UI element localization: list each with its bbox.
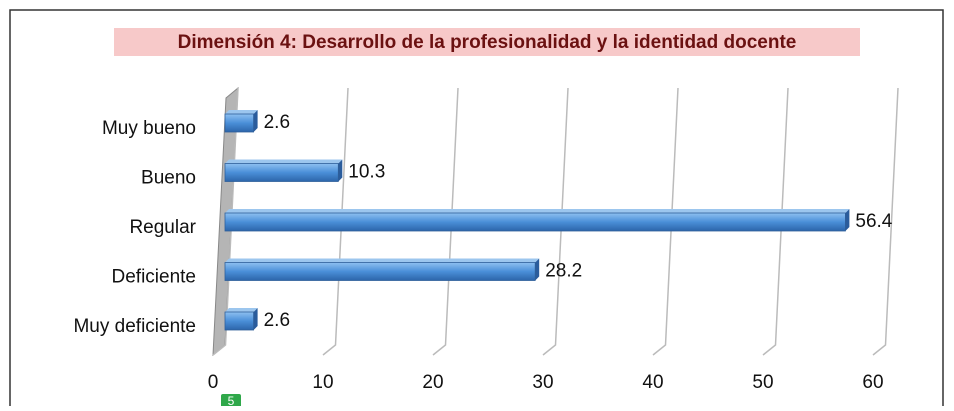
bar: [224, 262, 536, 281]
y-tick-label: Muy deficiente: [73, 316, 196, 337]
bar: [224, 113, 255, 133]
bar-end: [253, 110, 258, 132]
bar-top: [225, 159, 343, 164]
bar-top: [225, 308, 258, 312]
y-tick-label: Muy bueno: [102, 118, 196, 139]
value-label: 2.6: [264, 310, 290, 331]
x-tick-label: 50: [752, 372, 773, 393]
x-tick-label: 60: [862, 372, 883, 393]
badge-text: 5: [228, 394, 235, 406]
y-tick-label: Regular: [129, 217, 196, 238]
bar: [224, 311, 255, 331]
grid-line: [432, 87, 459, 356]
x-tick-label: 20: [422, 372, 443, 393]
value-label: 10.3: [348, 162, 385, 183]
value-label: 56.4: [855, 211, 892, 232]
badge: [221, 394, 241, 408]
x-tick-label: 10: [312, 372, 333, 393]
chart-frame: [9, 9, 944, 411]
x-tick-label: 30: [532, 372, 553, 393]
title-highlight: [114, 28, 860, 56]
bar-top: [225, 258, 540, 263]
bar-top: [225, 209, 850, 213]
chart-title: Dimensión 4: Desarrollo de la profesiona…: [178, 32, 797, 53]
y-tick-label: Deficiente: [112, 267, 197, 288]
grid-line: [762, 87, 789, 356]
value-label: 2.6: [264, 112, 290, 133]
bar: [224, 212, 846, 232]
grid-line: [542, 87, 569, 356]
bar-top: [225, 110, 258, 114]
bar-end: [535, 258, 540, 281]
bar-end: [338, 159, 343, 182]
x-tick-label: 40: [642, 372, 663, 393]
bar-end: [253, 308, 258, 330]
grid-line: [652, 87, 679, 356]
value-label: 28.2: [545, 261, 582, 282]
grid-line: [872, 87, 899, 356]
grid-line: [322, 87, 349, 356]
y-tick-label: Bueno: [141, 168, 196, 189]
x-tick-label: 0: [208, 372, 219, 393]
bar-end: [845, 209, 850, 231]
bar: [224, 163, 339, 182]
